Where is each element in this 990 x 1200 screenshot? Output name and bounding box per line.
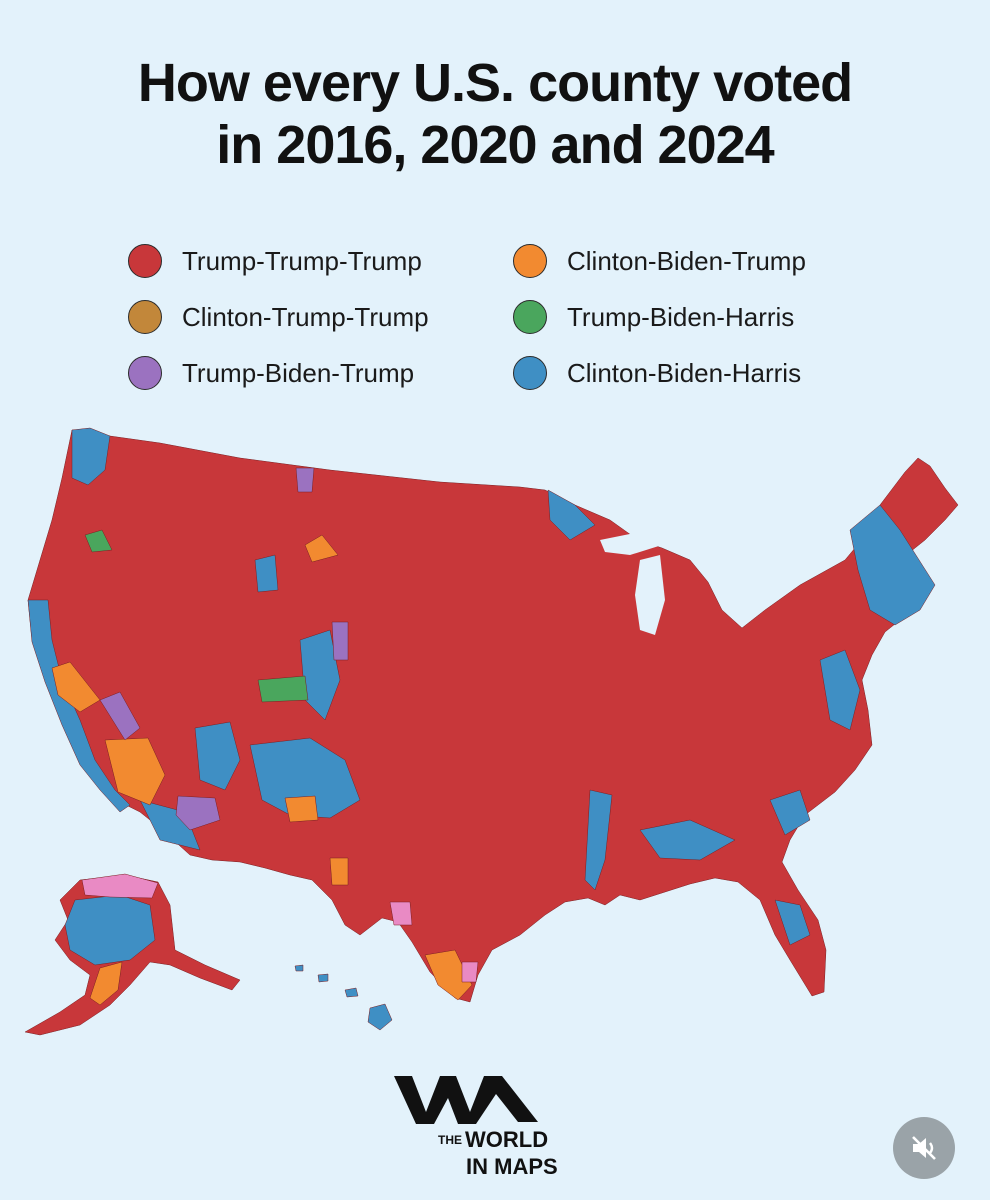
world-in-maps-logo-icon: [394, 1076, 538, 1124]
title-line-1: How every U.S. county voted: [137, 53, 853, 113]
legend-swatch: [128, 300, 162, 334]
map-region-orange: [424, 949, 473, 1001]
legend-label: Trump-Biden-Harris: [567, 301, 795, 332]
legend-label: Clinton-Trump-Trump: [182, 301, 429, 332]
map-region-blue: [71, 427, 111, 486]
legend-item-trump-biden-harris: Trump-Biden-Harris: [513, 298, 868, 336]
legend-label: Clinton-Biden-Trump: [567, 245, 806, 276]
legend-item-trump-biden-trump: Trump-Biden-Trump: [128, 354, 513, 392]
logo-world: WORLD: [465, 1127, 549, 1152]
map-hawaii: [367, 1003, 393, 1031]
map-region-purple: [99, 691, 141, 741]
map-alaska-blue: [64, 894, 156, 966]
title-line-2: in 2016, 2020 and 2024: [216, 115, 774, 175]
map-region-green: [257, 675, 309, 703]
legend-swatch: [513, 356, 547, 390]
map-region-blue: [849, 504, 936, 626]
map-region-blue: [547, 489, 596, 541]
legend-label: Clinton-Biden-Harris: [567, 357, 802, 388]
map-region-orange: [284, 795, 319, 823]
logo-the: THE: [438, 1133, 462, 1147]
map-region-blue: [254, 554, 279, 593]
map-hawaii: [294, 964, 304, 972]
page-title: How every U.S. county voted in 2016, 202…: [0, 52, 990, 176]
legend-swatch: [128, 356, 162, 390]
map-region-purple: [295, 467, 315, 493]
legend-item-clinton-biden-trump: Clinton-Biden-Trump: [513, 242, 868, 280]
map-hawaii: [344, 987, 359, 998]
map-region-blue: [819, 649, 861, 731]
map-hawaii: [317, 973, 329, 983]
us-county-map: [24, 427, 959, 1036]
legend-item-clinton-trump-trump: Clinton-Trump-Trump: [128, 298, 513, 336]
map-region-blue: [27, 599, 131, 813]
logo-maps: IN MAPS: [466, 1154, 558, 1179]
speaker-muted-icon: [912, 1136, 936, 1160]
legend-swatch: [513, 300, 547, 334]
map-region-blue: [194, 721, 241, 791]
map-alaska-pink: [81, 873, 159, 899]
mute-button[interactable]: [893, 1117, 955, 1179]
legend-label: Trump-Trump-Trump: [182, 245, 422, 276]
map-lake-michigan: [635, 555, 665, 635]
map-region-orange: [51, 661, 101, 713]
legend: Trump-Trump-Trump Clinton-Biden-Trump Cl…: [128, 242, 868, 392]
legend-label: Trump-Biden-Trump: [182, 357, 415, 388]
map-region-orange: [304, 534, 339, 563]
map-region-purple: [331, 621, 349, 661]
map-region-blue: [774, 899, 811, 946]
map-region-blue: [249, 737, 361, 819]
map-lake-superior: [600, 532, 662, 555]
map-region-pink: [461, 961, 479, 983]
logo-text: THE WORLD IN MAPS: [438, 1128, 558, 1179]
map-alaska-orange: [89, 961, 123, 1006]
legend-swatch: [128, 244, 162, 278]
map-region-purple: [175, 795, 221, 831]
legend-item-clinton-biden-harris: Clinton-Biden-Harris: [513, 354, 868, 392]
legend-swatch: [513, 244, 547, 278]
map-region-orange: [104, 737, 166, 806]
map-region-orange: [329, 857, 349, 886]
map-region-green: [84, 529, 113, 553]
map-region-blue: [769, 789, 811, 836]
map-region-blue: [584, 789, 613, 891]
map-region-blue: [639, 819, 736, 861]
legend-item-trump-trump-trump: Trump-Trump-Trump: [128, 242, 513, 280]
map-region-pink: [389, 901, 413, 926]
